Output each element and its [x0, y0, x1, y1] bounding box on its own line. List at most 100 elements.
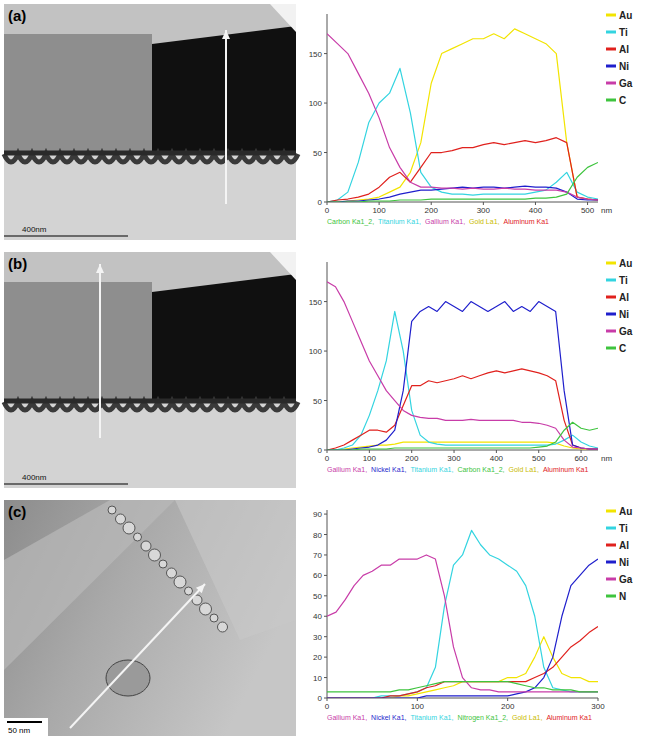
element-label: Aluminum Ka1 [546, 714, 592, 721]
image-ground [4, 252, 296, 488]
y-tick-label: 70 [313, 551, 322, 560]
legend: AuTiAlNiGaC [606, 10, 633, 106]
y-tick-label: 10 [313, 674, 322, 683]
x-tick-label: 200 [425, 206, 439, 215]
x-tick-label: 200 [501, 702, 515, 711]
y-tick-label: 80 [313, 531, 322, 540]
line-scan: 0501001500100200300400500600nmAuTiAlNiGa… [309, 258, 633, 474]
x-axis [327, 450, 598, 451]
layer-grey [4, 282, 152, 402]
y-tick-label: 150 [309, 50, 323, 59]
interface [4, 154, 298, 162]
x-tick-label: 500 [532, 454, 546, 463]
grain [108, 506, 116, 514]
legend: AuTiAlNiGaC [606, 258, 633, 354]
substrate [4, 402, 296, 488]
grain [123, 522, 135, 534]
legend-label: Ni [619, 61, 629, 72]
substrate [4, 154, 296, 240]
legend-swatch [606, 14, 616, 17]
x-tick-label: 300 [591, 702, 605, 711]
x-axis-label: nm [601, 206, 612, 215]
legend-swatch [606, 330, 616, 333]
x-tick-label: 300 [477, 206, 491, 215]
y-axis [327, 262, 328, 450]
x-tick-label: 600 [574, 454, 588, 463]
element-label: Carbon Ka1_2, [457, 466, 504, 474]
scale-bar [4, 483, 128, 484]
element-label: Aluminum Ka1 [543, 466, 589, 473]
legend-swatch [606, 99, 616, 102]
x-tick-label: 400 [490, 454, 504, 463]
grain [149, 549, 161, 561]
series-line [327, 422, 598, 450]
arrow-line [99, 264, 101, 438]
legend-swatch [606, 82, 616, 85]
arrow-head [96, 264, 104, 273]
grain [141, 541, 151, 551]
grain [134, 533, 142, 541]
legend-label: Ga [619, 78, 633, 89]
element-label: Nitrogen Ka1_2, [457, 714, 508, 722]
grain [185, 587, 193, 595]
scale-bar [4, 235, 128, 236]
x-tick-label: 0 [325, 702, 330, 711]
element-label: Titanium Ka1, [378, 218, 421, 225]
layer-dark [152, 26, 296, 154]
plot-area [327, 262, 598, 450]
image-corner [270, 252, 296, 280]
legend-swatch [606, 48, 616, 51]
legend-label: Au [619, 258, 632, 269]
y-tick-label: 30 [313, 633, 322, 642]
legend-swatch [606, 262, 616, 265]
legend-swatch [606, 578, 616, 581]
series-line [327, 555, 598, 692]
legend-swatch [606, 527, 616, 530]
element-label: Gold La1, [509, 466, 539, 473]
element-label: Nickel Ka1, [371, 466, 406, 473]
legend: AuTiAlNiGaN [606, 506, 633, 602]
legend-label: Ga [619, 574, 633, 585]
x-tick-label: 100 [411, 702, 425, 711]
y-tick-label: 50 [313, 397, 322, 406]
legend-label: Al [619, 44, 629, 55]
legend-swatch [606, 296, 616, 299]
element-label: Aluminum Ka1 [503, 218, 549, 225]
micrograph: 400nm (a) [4, 4, 298, 240]
scale-bar-label: 400nm [22, 225, 47, 234]
series-group [327, 282, 598, 450]
legend-swatch [606, 510, 616, 513]
series-line [327, 530, 598, 698]
x-tick-label: 300 [447, 454, 461, 463]
legend-label: Ti [619, 523, 628, 534]
legend-label: Al [619, 292, 629, 303]
image-ground [4, 500, 296, 736]
panel-label: (a) [8, 7, 26, 24]
legend-swatch [606, 544, 616, 547]
series-line [327, 29, 598, 202]
scale-bar-label: 400nm [22, 473, 47, 482]
series-line [327, 34, 598, 200]
y-tick-label: 60 [313, 571, 322, 580]
scale-box [4, 718, 48, 736]
series-line [327, 138, 598, 202]
legend-label: C [619, 95, 626, 106]
grain [174, 576, 186, 588]
series-line [327, 282, 598, 449]
legend-swatch [606, 279, 616, 282]
legend-label: Au [619, 10, 632, 21]
series-line [327, 369, 598, 450]
grain [167, 568, 177, 578]
legend-swatch [606, 31, 616, 34]
legend-label: Ni [619, 557, 629, 568]
interface [4, 402, 298, 410]
micrograph: 400nm(b) [4, 252, 298, 488]
legend-label: C [619, 343, 626, 354]
y-tick-label: 50 [313, 592, 322, 601]
y-tick-label: 0 [318, 694, 323, 703]
element-label: Titanium Ka1, [410, 466, 453, 473]
layer-light [175, 500, 296, 640]
y-axis [327, 14, 328, 202]
micrograph: 50 nm(c) [4, 500, 296, 736]
line-scan: 0501001500100200300400500nmAuTiAlNiGaCCa… [309, 10, 633, 226]
